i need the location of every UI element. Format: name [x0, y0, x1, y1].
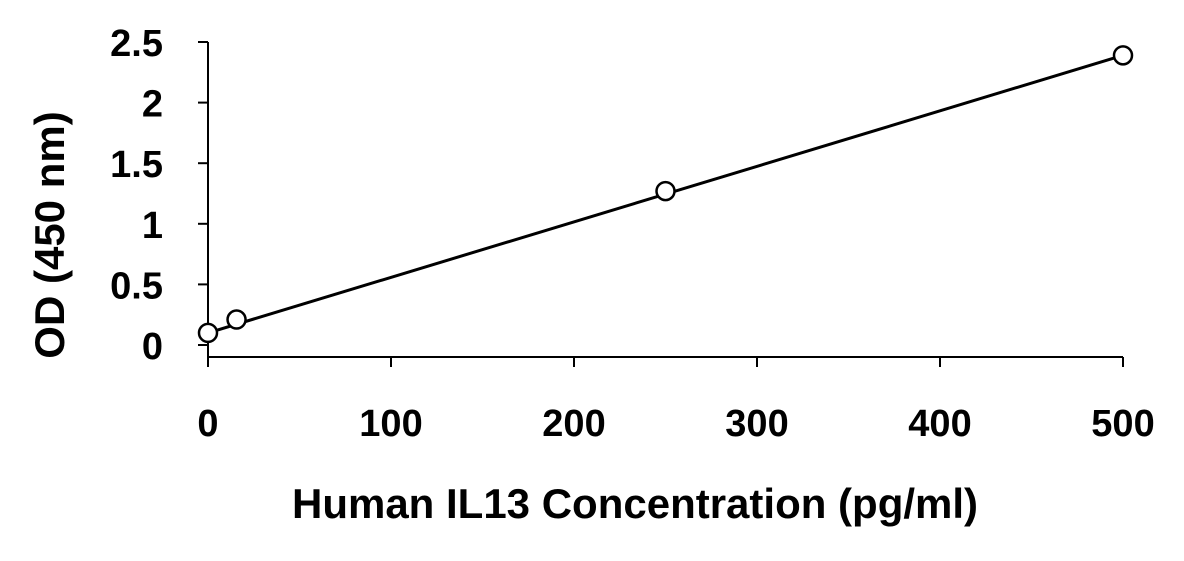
- y-tick-label: 1: [142, 205, 163, 247]
- y-tick-label: 2: [142, 84, 163, 126]
- data-point: [226, 309, 247, 330]
- x-tick-label: 500: [1091, 403, 1154, 445]
- y-tick-label: 0.5: [110, 265, 163, 307]
- x-tick-label: 100: [359, 403, 422, 445]
- y-tick-label: 0: [142, 326, 163, 368]
- data-point: [1112, 45, 1134, 66]
- x-axis-ticks: 0 100 200 300 400 500: [197, 357, 1155, 445]
- x-tick-label: 400: [908, 403, 971, 445]
- x-axis-title: Human IL13 Concentration (pg/ml): [292, 480, 978, 527]
- x-tick-label: 0: [197, 403, 218, 445]
- x-tick-label: 200: [542, 403, 605, 445]
- x-tick-label: 300: [725, 403, 788, 445]
- y-axis-ticks: 0 0.5 1 1.5 2 2.5: [110, 23, 208, 368]
- y-axis: 0 0.5 1 1.5 2 2.5: [110, 23, 209, 368]
- y-tick-label: 2.5: [110, 23, 163, 65]
- data-series: [197, 45, 1134, 344]
- data-point: [197, 322, 219, 344]
- data-point: [655, 180, 676, 202]
- y-tick-label: 1.5: [110, 144, 163, 186]
- y-axis-title: OD (450 nm): [26, 111, 73, 358]
- x-axis: 0 100 200 300 400 500: [197, 356, 1155, 445]
